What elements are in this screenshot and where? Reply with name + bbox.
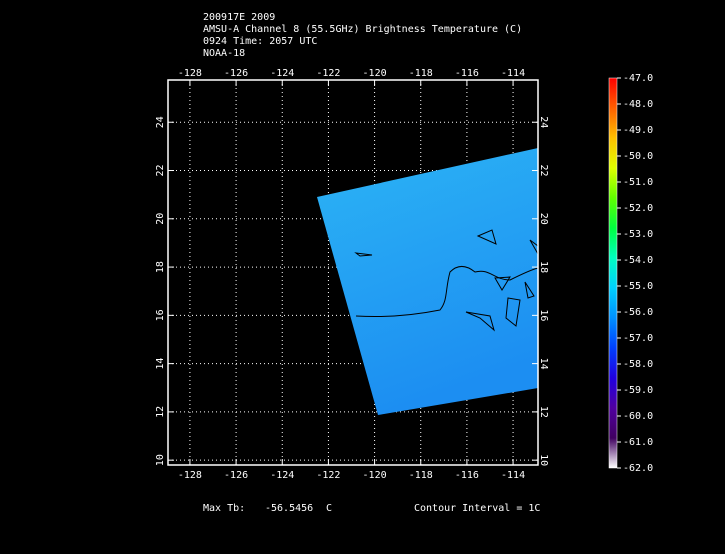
title-line: NOAA-18 xyxy=(203,48,245,59)
x-tick-label: -120 xyxy=(363,470,387,481)
colorbar-label: -53.0 xyxy=(623,229,653,240)
y-tick-label: 22 xyxy=(538,164,549,176)
colorbar-label: -54.0 xyxy=(623,255,653,266)
x-tick-label: -128 xyxy=(178,68,202,79)
x-tick-label: -126 xyxy=(224,68,248,79)
colorbar-label: -60.0 xyxy=(623,411,653,422)
title-line: AMSU-A Channel 8 (55.5GHz) Brightness Te… xyxy=(203,24,522,35)
x-tick-label: -124 xyxy=(270,470,294,481)
y-tick-label: 20 xyxy=(538,213,549,225)
x-tick-label: -116 xyxy=(455,470,479,481)
colorbar-label: -55.0 xyxy=(623,281,653,292)
colorbar xyxy=(608,77,618,469)
colorbar-label: -48.0 xyxy=(623,99,653,110)
title-line: 200917E 2009 xyxy=(203,12,275,23)
y-tick-label: 12 xyxy=(155,406,166,418)
footer-value: -56.5456 xyxy=(265,503,313,514)
x-tick-label: -128 xyxy=(178,470,202,481)
y-tick-label: 14 xyxy=(155,358,166,370)
x-tick-label: -126 xyxy=(224,470,248,481)
y-tick-label: 20 xyxy=(155,213,166,225)
footer-unit: C xyxy=(326,503,332,514)
y-tick-label: 22 xyxy=(155,164,166,176)
y-tick-label: 14 xyxy=(538,358,549,370)
x-tick-label: -116 xyxy=(455,68,479,79)
y-tick-label: 16 xyxy=(538,309,549,321)
title-line: 0924 Time: 2057 UTC xyxy=(203,36,317,47)
contours xyxy=(354,229,539,332)
colorbar-label: -61.0 xyxy=(623,437,653,448)
y-tick-label: 18 xyxy=(538,261,549,273)
map-frame xyxy=(167,79,539,466)
footer-contour: Contour Interval = 1C xyxy=(414,503,540,514)
x-tick-label: -114 xyxy=(501,68,525,79)
x-tick-label: -118 xyxy=(409,470,433,481)
x-tick-label: -122 xyxy=(316,470,340,481)
y-tick-label: 24 xyxy=(538,116,549,128)
colorbar-label: -58.0 xyxy=(623,359,653,370)
footer-label: Max Tb: xyxy=(203,503,245,514)
x-tick-label: -118 xyxy=(409,68,433,79)
y-tick-label: 12 xyxy=(538,406,549,418)
y-tick-label: 24 xyxy=(155,116,166,128)
y-tick-label: 10 xyxy=(538,454,549,466)
colorbar-label: -50.0 xyxy=(623,151,653,162)
colorbar-label: -52.0 xyxy=(623,203,653,214)
y-tick-label: 16 xyxy=(155,309,166,321)
colorbar-label: -59.0 xyxy=(623,385,653,396)
colorbar-label: -57.0 xyxy=(623,333,653,344)
x-tick-label: -124 xyxy=(270,68,294,79)
y-tick-label: 10 xyxy=(155,454,166,466)
colorbar-label: -47.0 xyxy=(623,73,653,84)
colorbar-label: -49.0 xyxy=(623,125,653,136)
x-tick-label: -114 xyxy=(501,470,525,481)
x-tick-label: -122 xyxy=(316,68,340,79)
colorbar-label: -56.0 xyxy=(623,307,653,318)
colorbar-label: -51.0 xyxy=(623,177,653,188)
satellite-swath xyxy=(317,148,538,415)
colorbar-label: -62.0 xyxy=(623,463,653,474)
y-tick-label: 18 xyxy=(155,261,166,273)
x-tick-label: -120 xyxy=(363,68,387,79)
